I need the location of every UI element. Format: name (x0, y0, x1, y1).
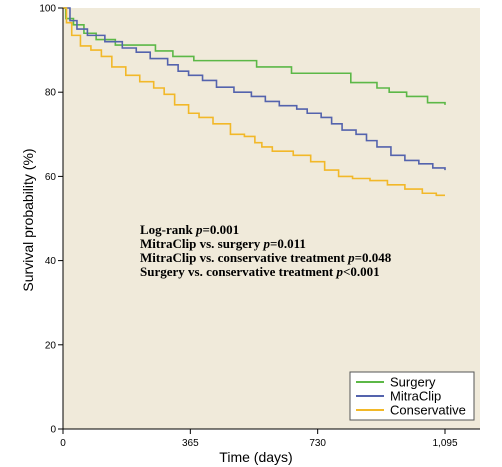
legend-label: MitraClip (390, 389, 441, 404)
y-tick-label: 100 (39, 4, 56, 15)
annotation-line: MitraClip vs. surgery p=0.011 (140, 236, 306, 251)
y-tick-label: 60 (45, 172, 57, 183)
annotation-line: MitraClip vs. conservative treatment p=0… (140, 250, 392, 265)
legend-label: Surgery (390, 375, 436, 390)
series-line-conservative (63, 7, 445, 197)
plot-background (63, 8, 480, 429)
series-line-mitraclip (63, 7, 446, 171)
x-tick-label: 365 (182, 438, 199, 449)
y-axis-title: Survival probability (%) (20, 148, 36, 291)
axes-layer (62, 8, 480, 430)
annotation-line: Log-rank p=0.001 (140, 222, 239, 237)
legend-label: Conservative (390, 403, 466, 418)
x-axis-title: Time (days) (219, 449, 292, 465)
ticks-layer: 0 20 40 60 80 100 0 365 730 1,095 (39, 4, 458, 450)
annotation-line: Surgery vs. conservative treatment p<0.0… (140, 264, 380, 279)
y-tick-label: 80 (45, 88, 57, 99)
x-tick-label: 1,095 (432, 438, 457, 449)
y-tick-label: 40 (45, 256, 57, 267)
series-line-surgery (63, 7, 446, 105)
series-layer (63, 7, 446, 197)
y-tick-label: 0 (50, 425, 56, 436)
x-tick-label: 730 (309, 438, 326, 449)
y-tick-label: 20 (45, 340, 57, 351)
x-tick-label: 0 (60, 438, 66, 449)
